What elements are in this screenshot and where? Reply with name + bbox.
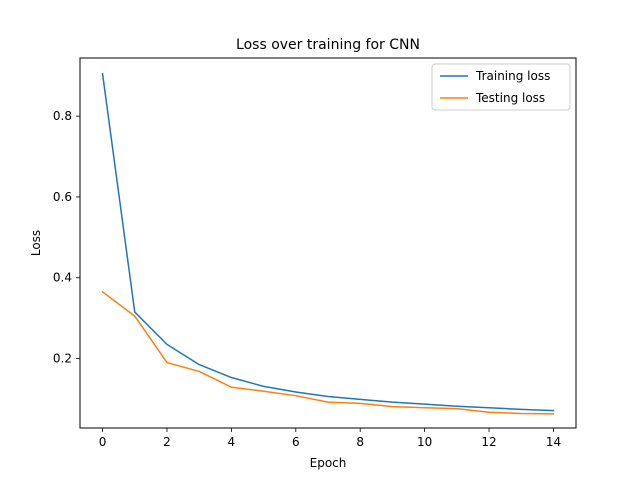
- series-layer: [101, 72, 555, 415]
- x-tick-label: 6: [292, 435, 300, 449]
- plot-area-frame: [79, 57, 577, 429]
- x-tick-label: 8: [356, 435, 364, 449]
- x-tick-label: 12: [481, 435, 496, 449]
- x-tick-label: 4: [228, 435, 236, 449]
- x-axis: 0 2 4 6 8 10 12 14: [99, 428, 561, 449]
- legend: Training loss Testing loss: [431, 63, 571, 111]
- y-axis-label: Loss: [29, 230, 43, 256]
- y-tick-label: 0.4: [53, 271, 72, 285]
- y-tick-label: 0.6: [53, 190, 72, 204]
- x-tick-label: 10: [417, 435, 432, 449]
- chart-title: Loss over training for CNN: [236, 37, 420, 53]
- x-tick-label: 14: [546, 435, 561, 449]
- y-tick-label: 0.2: [53, 352, 72, 366]
- x-tick-label: 0: [99, 435, 107, 449]
- y-tick-label: 0.8: [53, 109, 72, 123]
- series-line-training-loss: [101, 72, 555, 412]
- x-axis-label: Epoch: [310, 456, 347, 470]
- legend-label: Training loss: [475, 69, 550, 83]
- y-axis: 0.2 0.4 0.6 0.8: [53, 109, 80, 366]
- legend-label: Testing loss: [475, 91, 545, 105]
- x-tick-label: 2: [163, 435, 171, 449]
- series-line-testing-loss: [101, 290, 555, 415]
